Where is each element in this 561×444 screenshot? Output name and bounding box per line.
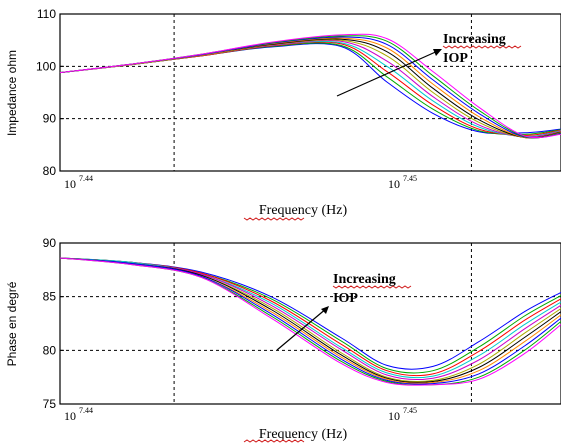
impedance-annotation-line1: Increasing [443, 32, 506, 47]
phase-xtick-label-1-exp: 7.44 [79, 406, 93, 415]
impedance-chart: 80 90 100 110 10 7.44 10 7.45 Impedance ohm… [5, 7, 561, 221]
phase-xlabel-spellcheck-underline [243, 439, 305, 443]
impedance-series-group [59, 33, 561, 139]
phase-ytick-label-3: 85 [43, 290, 57, 304]
phase-plot-area [59, 242, 561, 405]
impedance-annotation-line2: IOP [443, 51, 468, 66]
impedance-xtick-label-2-base: 10 [388, 177, 400, 191]
phase-xtick-label-2-base: 10 [388, 409, 400, 423]
phase-ytick-label-4: 90 [43, 236, 57, 250]
impedance-annotation-arrowhead [433, 49, 442, 56]
impedance-ytick-label-4: 110 [37, 7, 56, 21]
impedance-series-6 [59, 39, 561, 139]
phase-series-group [59, 257, 561, 386]
phase-series-9 [59, 257, 561, 385]
phase-annotation-arrow [276, 307, 328, 351]
impedance-y-ticks: 80 90 100 110 [36, 7, 64, 178]
impedance-series-11 [59, 33, 561, 139]
phase-series-4 [59, 257, 561, 379]
impedance-ytick-label-2: 90 [43, 112, 57, 126]
phase-series-3 [59, 257, 561, 377]
phase-annotation-line2: IOP [333, 291, 358, 306]
impedance-xtick-label-1-base: 10 [64, 177, 76, 191]
impedance-ytick-label-3: 100 [36, 59, 56, 73]
phase-ytick-label-1: 75 [43, 397, 57, 411]
phase-annotation-spellcheck-underline [332, 285, 412, 289]
impedance-grid [60, 14, 561, 171]
impedance-annotation-arrow [336, 49, 441, 97]
phase-x-axis-label: Frequency (Hz) [259, 427, 348, 442]
phase-annotation-arrowhead [321, 306, 329, 314]
phase-annotation-line1: Increasing [333, 272, 396, 287]
impedance-y-axis-label: Impedance ohm [5, 50, 19, 136]
phase-y-axis-label: Phase en degré [5, 281, 19, 366]
phase-ytick-label-2: 80 [43, 343, 57, 357]
impedance-xtick-label-1-exp: 7.44 [79, 174, 93, 183]
phase-series-11 [59, 257, 561, 386]
impedance-annotation-spellcheck-underline [442, 45, 522, 49]
impedance-x-axis-label: Frequency (Hz) [259, 203, 348, 218]
impedance-xtick-label-2-exp: 7.45 [403, 174, 417, 183]
phase-xtick-label-2-exp: 7.45 [403, 406, 417, 415]
impedance-xlabel-spellcheck-underline [243, 217, 305, 221]
phase-xtick-label-1-base: 10 [64, 409, 76, 423]
impedance-ytick-label-1: 80 [43, 164, 57, 178]
phase-y-ticks: 75 80 85 90 [43, 236, 64, 411]
